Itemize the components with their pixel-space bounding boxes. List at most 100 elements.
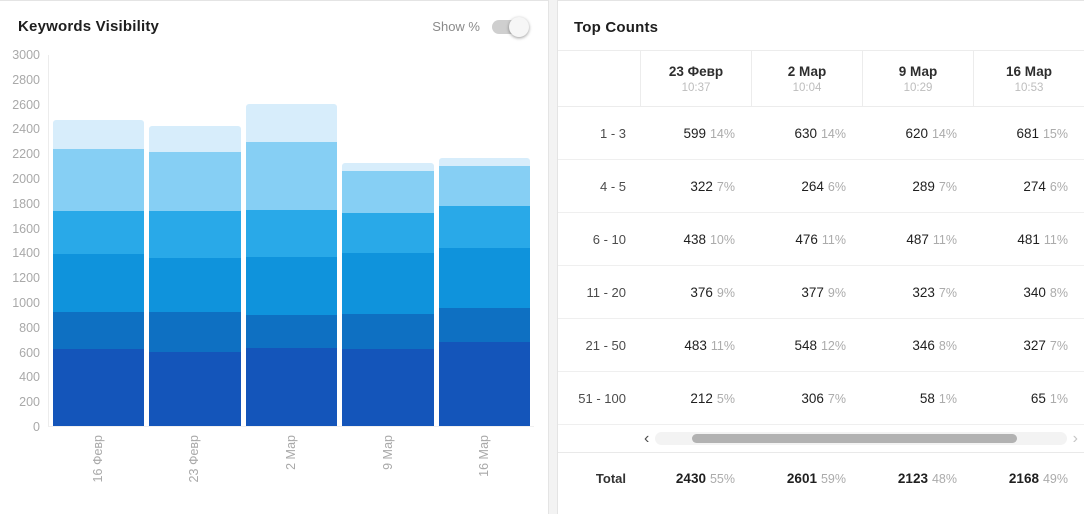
data-cell: 2430 55% — [640, 471, 751, 486]
stacked-bar[interactable] — [245, 55, 338, 426]
cell-value: 438 — [683, 231, 706, 247]
cell-value: 2601 — [786, 471, 817, 486]
toggle-knob-icon[interactable] — [509, 16, 529, 37]
cell-value: 306 — [801, 390, 824, 406]
cell-value: 340 — [1023, 284, 1046, 300]
bar-segment-4-5[interactable] — [53, 312, 145, 350]
bar-segment-1-3[interactable] — [438, 341, 531, 426]
show-percent-control: Show % — [432, 16, 530, 37]
table-row: 4 - 5 322 7% 264 6% 289 7% 274 6% — [558, 160, 1084, 213]
data-cell: 327 7% — [973, 338, 1084, 353]
scroll-right-arrow-icon[interactable]: › — [1072, 429, 1078, 447]
bar-segment-4-5[interactable] — [438, 307, 531, 342]
cell-value: 481 — [1017, 231, 1040, 247]
bar-segment-51-100[interactable] — [245, 104, 338, 143]
bar-segment-6-10[interactable] — [149, 257, 241, 313]
bar-segment-1-3[interactable] — [342, 349, 434, 426]
bar-segment-51-100[interactable] — [53, 119, 145, 150]
data-cell: 65 1% — [973, 391, 1084, 406]
bar-segment-6-10[interactable] — [53, 254, 145, 313]
bar-segment-1-3[interactable] — [245, 348, 338, 426]
column-date-label: 2 Мар — [787, 63, 827, 79]
column-time-label: 10:04 — [792, 81, 822, 94]
x-tick: 2 Мар — [245, 435, 337, 509]
stacked-bar[interactable] — [342, 55, 434, 426]
y-tick-label: 200 — [19, 395, 40, 410]
scrollbar-track[interactable] — [655, 432, 1067, 445]
cell-percent: 11% — [932, 232, 957, 247]
data-cell: 289 7% — [862, 179, 973, 194]
keywords-visibility-panel: Keywords Visibility Show % 3000 2800 2600 2… — [0, 0, 549, 514]
table-row: 21 - 50 483 11% 548 12% 346 8% 327 7% — [558, 319, 1084, 372]
show-percent-toggle[interactable] — [492, 16, 529, 37]
bar-segment-21-50[interactable] — [245, 142, 338, 210]
data-cell: 2123 48% — [862, 471, 973, 486]
cell-percent: 7% — [938, 285, 957, 300]
cell-percent: 9% — [827, 285, 846, 300]
cell-percent: 8% — [938, 338, 957, 353]
data-cell: 377 9% — [751, 285, 862, 300]
x-tick-label: 16 Мар — [477, 435, 492, 477]
table-row: 1 - 3 599 14% 630 14% 620 14% 681 15% — [558, 107, 1084, 160]
bar-segment-51-100[interactable] — [342, 163, 434, 171]
y-tick-label: 600 — [19, 345, 40, 360]
cell-value: 2430 — [675, 471, 706, 486]
bar-segment-4-5[interactable] — [149, 312, 241, 352]
bar-segment-21-50[interactable] — [438, 165, 531, 207]
x-tick-label: 9 Мар — [380, 435, 395, 470]
y-tick-label: 2200 — [12, 147, 40, 162]
horizontal-scrollbar[interactable]: ‹ › — [640, 429, 1084, 447]
bar-segment-4-5[interactable] — [342, 313, 434, 350]
bar-segment-6-10[interactable] — [342, 253, 434, 314]
cell-percent: 7% — [1049, 338, 1068, 353]
cell-percent: 5% — [716, 391, 735, 406]
cell-value: 346 — [912, 337, 935, 353]
data-cell: 340 8% — [973, 285, 1084, 300]
x-tick: 16 Мар — [438, 435, 530, 509]
bar-segment-6-10[interactable] — [438, 248, 531, 308]
bar-segment-11-20[interactable] — [245, 209, 338, 257]
page-title: Keywords Visibility — [18, 18, 160, 35]
bar-segment-11-20[interactable] — [149, 211, 241, 258]
cell-value: 681 — [1016, 125, 1039, 141]
y-tick-label: 2600 — [12, 97, 40, 112]
cell-value: 65 — [1030, 390, 1046, 406]
cell-value: 599 — [683, 125, 706, 141]
bar-segment-4-5[interactable] — [245, 315, 338, 349]
stacked-bar[interactable] — [53, 55, 145, 426]
bar-segment-51-100[interactable] — [438, 157, 531, 166]
data-cell: 487 11% — [862, 232, 973, 247]
data-cell: 322 7% — [640, 179, 751, 194]
cell-percent: 14% — [709, 126, 735, 141]
bar-segment-6-10[interactable] — [245, 256, 338, 316]
data-cell: 548 12% — [751, 338, 862, 353]
bar-segment-11-20[interactable] — [53, 210, 145, 255]
row-label: 1 - 3 — [599, 125, 626, 141]
scroll-left-arrow-icon[interactable]: ‹ — [644, 429, 650, 447]
scrollbar-thumb[interactable] — [692, 434, 1018, 443]
bar-segment-21-50[interactable] — [53, 149, 145, 211]
row-label: 11 - 20 — [586, 284, 626, 300]
stacked-bar[interactable] — [149, 55, 241, 426]
data-cell: 274 6% — [973, 179, 1084, 194]
column-date-label: 16 Мар — [1006, 63, 1052, 79]
cell-percent: 49% — [1042, 472, 1068, 486]
data-cell: 620 14% — [862, 126, 973, 141]
column-header: 23 Февр 10:37 — [640, 51, 751, 106]
y-tick-label: 1400 — [12, 246, 40, 261]
stacked-bar[interactable] — [438, 55, 531, 426]
bar-segment-11-20[interactable] — [342, 213, 434, 254]
bar-segment-11-20[interactable] — [438, 206, 531, 249]
bar-segment-1-3[interactable] — [53, 349, 145, 426]
column-date-label: 23 Февр — [668, 63, 724, 79]
stacked-bar-chart: 3000 2800 2600 2400 2200 2000 1800 1600 1400 1200… — [2, 48, 534, 509]
bar-segment-1-3[interactable] — [149, 351, 241, 426]
row-label: 4 - 5 — [599, 178, 626, 194]
bar-segment-21-50[interactable] — [149, 151, 241, 212]
column-header: 16 Мар 10:53 — [973, 51, 1084, 106]
bar-segment-21-50[interactable] — [342, 170, 434, 214]
scrollbar-row: ‹ › — [558, 425, 1084, 452]
data-cell: 2168 49% — [973, 471, 1084, 486]
y-tick-label: 1800 — [12, 196, 40, 211]
bar-segment-51-100[interactable] — [149, 125, 241, 152]
